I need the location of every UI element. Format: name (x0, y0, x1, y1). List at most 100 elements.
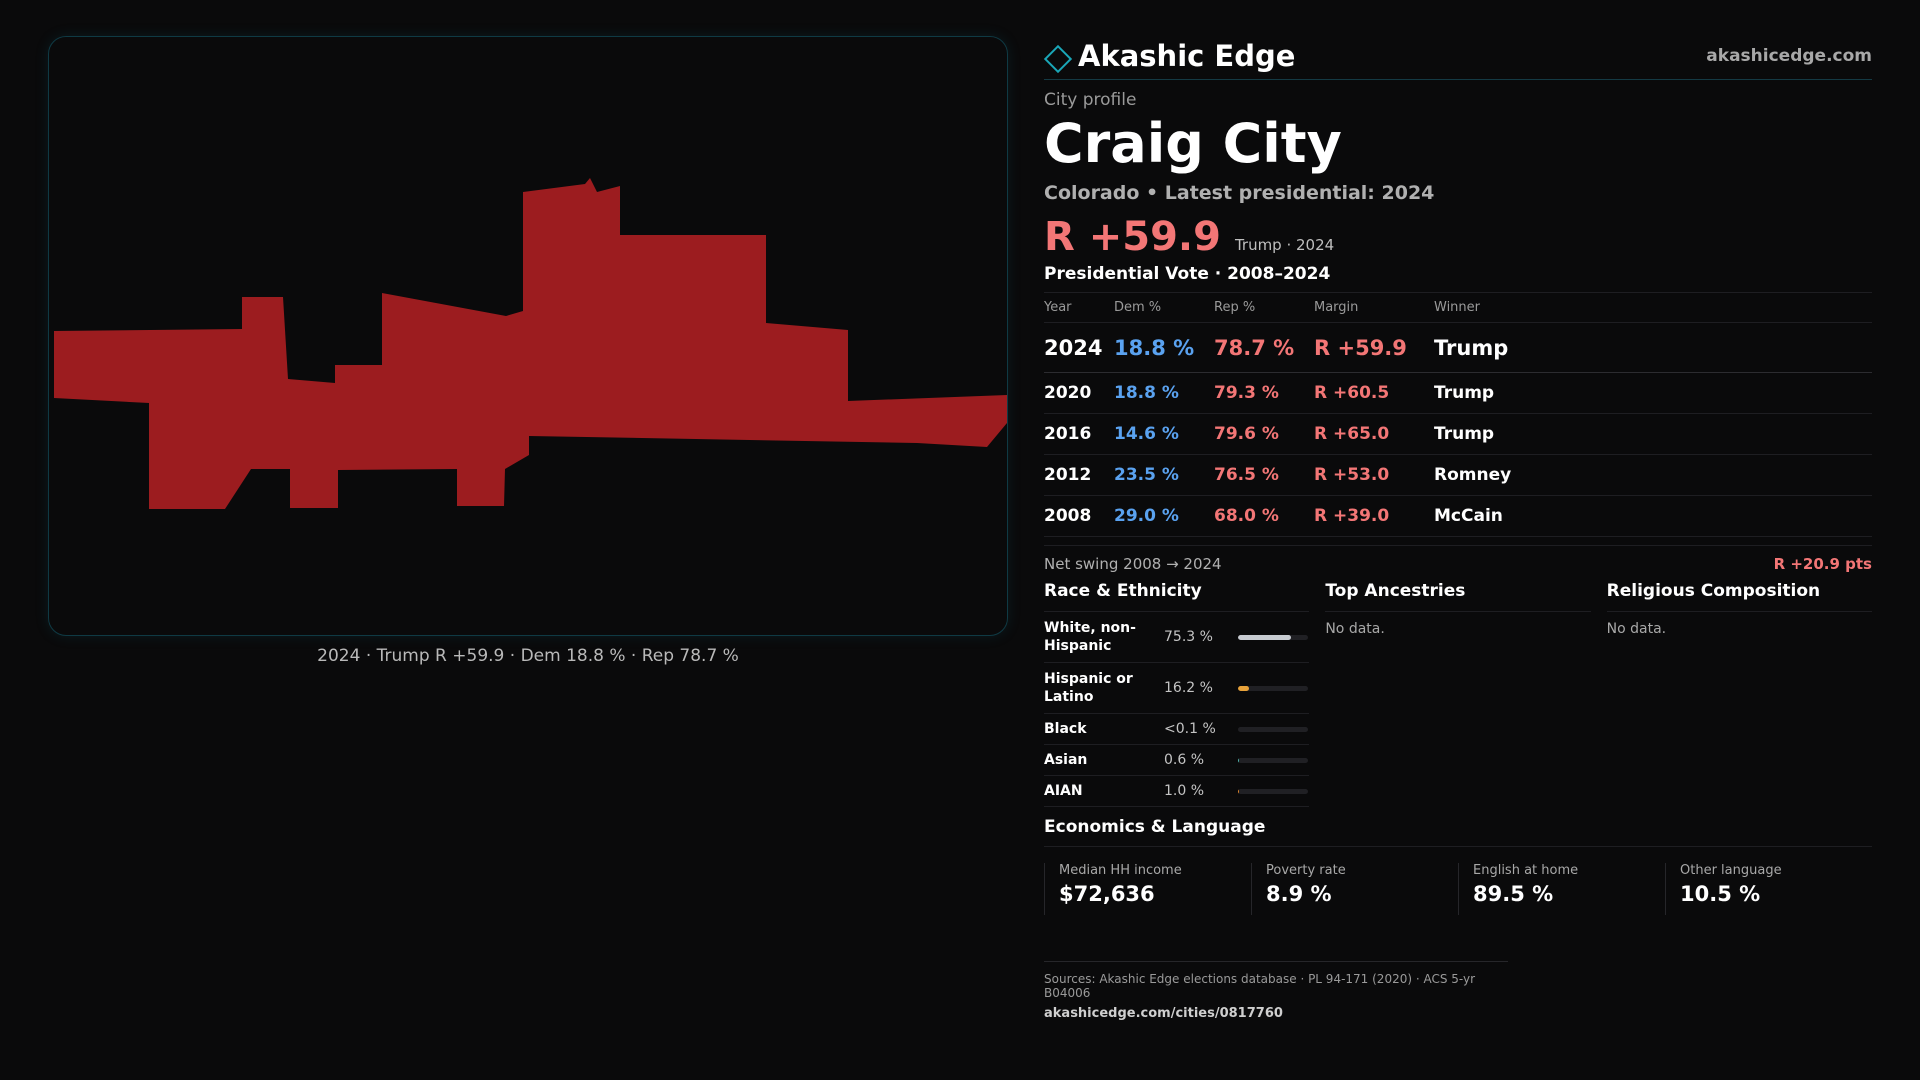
table-row: 2008 29.0 % 68.0 % R +39.0 McCain (1044, 495, 1872, 537)
stat-value: 8.9 % (1266, 882, 1332, 906)
race-label: White, non-Hispanic (1044, 620, 1136, 654)
race-bar (1238, 685, 1308, 691)
diamond-logo-icon (1043, 44, 1073, 73)
vote-winner: Trump (1434, 372, 1872, 414)
vote-rep: 79.6 % (1214, 413, 1314, 455)
race-bar (1238, 726, 1308, 732)
vote-dem: 23.5 % (1114, 454, 1214, 496)
race-label: Hispanic or Latino (1044, 671, 1133, 705)
page-title: Craig City (1044, 112, 1342, 175)
vote-winner: Trump (1434, 413, 1872, 455)
brand-header: Akashic Edge akashicedge.com (1043, 32, 1872, 80)
economics-stats: Median HH income $72,636 Poverty rate 8.… (1044, 863, 1872, 915)
presidential-vote-table: Year Dem % Rep % Margin Winner 2024 18.8… (1044, 292, 1872, 537)
race-value: 1.0 % (1164, 783, 1205, 799)
religion-section: Religious Composition No data. (1606, 581, 1872, 807)
religion-empty: No data. (1606, 621, 1667, 637)
vote-dem: 18.8 % (1114, 322, 1214, 373)
race-ethnicity-section: Race & Ethnicity White, non-Hispanic 75.… (1044, 581, 1310, 807)
headline-note: Trump · 2024 (1234, 236, 1335, 254)
city-profile-label: City profile (1044, 90, 1137, 110)
map-caption: 2024 · Trump R +59.9 · Dem 18.8 % · Rep … (317, 646, 739, 666)
net-swing-value: R +20.9 pts (1773, 555, 1872, 573)
ancestries-section: Top Ancestries No data. (1325, 581, 1591, 807)
vote-margin: R +39.0 (1314, 495, 1434, 537)
list-item: White, non-Hispanic 75.3 % (1044, 612, 1310, 663)
table-row: 2012 23.5 % 76.5 % R +53.0 Romney (1044, 454, 1872, 496)
footer: Sources: Akashic Edge elections database… (1044, 961, 1508, 1021)
demographics-columns: Race & Ethnicity White, non-Hispanic 75.… (1044, 581, 1872, 807)
footer-url-link[interactable]: akashicedge.com/cities/0817760 (1044, 1006, 1283, 1021)
ancestries-empty: No data. (1325, 621, 1385, 637)
city-boundary-svg (54, 178, 1007, 509)
vote-winner: Romney (1434, 454, 1872, 496)
stat-label: English at home (1473, 863, 1579, 878)
col-header-dem: Dem % (1114, 292, 1214, 323)
brand[interactable]: Akashic Edge (1043, 38, 1296, 73)
race-bar-fill (1238, 757, 1240, 763)
col-header-margin: Margin (1314, 292, 1434, 323)
race-value: 0.6 % (1164, 752, 1205, 768)
race-value: 16.2 % (1164, 680, 1213, 696)
vote-dem: 18.8 % (1114, 372, 1214, 414)
race-label: Asian (1044, 752, 1088, 768)
city-profile-panel: Akashic Edge akashicedge.com City profil… (1043, 32, 1872, 1021)
stat-label: Poverty rate (1266, 863, 1346, 878)
vote-margin: R +53.0 (1314, 454, 1434, 496)
list-item: Black <0.1 % (1044, 714, 1310, 745)
table-row: 2016 14.6 % 79.6 % R +65.0 Trump (1044, 413, 1872, 455)
race-label: Black (1044, 721, 1087, 737)
vote-margin: R +65.0 (1314, 413, 1434, 455)
vote-margin: R +60.5 (1314, 372, 1434, 414)
headline-margin: R +59.9 (1044, 214, 1221, 260)
vote-dem: 14.6 % (1114, 413, 1214, 455)
footer-sources: Sources: Akashic Edge elections database… (1044, 972, 1476, 1000)
race-bar-fill (1238, 685, 1250, 691)
stat-median-income: Median HH income $72,636 (1044, 863, 1251, 915)
stat-value: 10.5 % (1680, 882, 1761, 906)
race-bar (1238, 634, 1308, 640)
vote-year: 2020 (1044, 372, 1114, 414)
col-header-rep: Rep % (1214, 292, 1314, 323)
race-value: <0.1 % (1164, 721, 1216, 737)
net-swing-label: Net swing 2008 → 2024 (1044, 555, 1222, 573)
brand-name: Akashic Edge (1078, 38, 1296, 73)
vote-winner: McCain (1434, 495, 1872, 537)
table-row: 2020 18.8 % 79.3 % R +60.5 Trump (1044, 372, 1872, 414)
vote-year: 2024 (1044, 322, 1114, 373)
city-subtitle: Colorado • Latest presidential: 2024 (1044, 182, 1435, 204)
vote-rep: 68.0 % (1214, 495, 1314, 537)
vote-year: 2016 (1044, 413, 1114, 455)
city-boundary-map (48, 36, 1008, 636)
vote-margin: R +59.9 (1314, 322, 1434, 373)
vote-dem: 29.0 % (1114, 495, 1214, 537)
table-row: 2024 18.8 % 78.7 % R +59.9 Trump (1044, 322, 1872, 373)
presidential-vote-title: Presidential Vote · 2008–2024 (1044, 264, 1331, 284)
city-boundary-shape (54, 178, 1007, 509)
race-value: 75.3 % (1164, 629, 1213, 645)
vote-winner: Trump (1434, 322, 1872, 373)
vote-year: 2008 (1044, 495, 1114, 537)
stat-value: $72,636 (1059, 882, 1155, 906)
col-header-winner: Winner (1434, 292, 1872, 323)
vote-year: 2012 (1044, 454, 1114, 496)
stat-label: Median HH income (1059, 863, 1182, 878)
stat-label: Other language (1680, 863, 1782, 878)
vote-rep: 78.7 % (1214, 322, 1314, 373)
race-bar-fill (1238, 788, 1240, 794)
religion-title: Religious Composition (1606, 581, 1872, 612)
stat-value: 89.5 % (1473, 882, 1554, 906)
economics-title: Economics & Language (1044, 817, 1872, 847)
stat-english-at-home: English at home 89.5 % (1458, 863, 1665, 915)
stat-poverty-rate: Poverty rate 8.9 % (1251, 863, 1458, 915)
race-bar (1238, 788, 1308, 794)
list-item: Hispanic or Latino 16.2 % (1044, 663, 1310, 714)
col-header-year: Year (1044, 292, 1114, 323)
headline-result: R +59.9 Trump · 2024 (1044, 214, 1872, 260)
stat-other-language: Other language 10.5 % (1665, 863, 1872, 915)
net-swing: Net swing 2008 → 2024 R +20.9 pts (1044, 545, 1872, 573)
vote-rep: 79.3 % (1214, 372, 1314, 414)
race-bar (1238, 757, 1308, 763)
list-item: AIAN 1.0 % (1044, 776, 1310, 807)
brand-url-link[interactable]: akashicedge.com (1706, 45, 1872, 66)
